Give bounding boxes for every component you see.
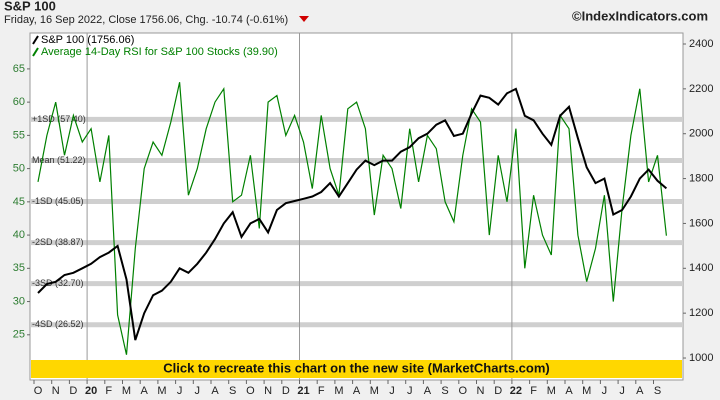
y2-tick-label: 1400 bbox=[689, 262, 713, 274]
y-tick-label: 45 bbox=[13, 196, 25, 208]
x-tick-label: 22 bbox=[510, 385, 522, 397]
x-tick-label: S bbox=[654, 385, 661, 397]
y2-tick-label: 1000 bbox=[689, 352, 713, 364]
x-tick-label: S bbox=[441, 385, 448, 397]
x-tick-label: J bbox=[389, 385, 395, 397]
x-tick-label: 21 bbox=[297, 385, 309, 397]
x-tick-label: N bbox=[264, 385, 272, 397]
x-tick-label: 20 bbox=[85, 385, 97, 397]
x-tick-label: M bbox=[370, 385, 379, 397]
legend-label: S&P 100 (1756.06) bbox=[41, 34, 134, 46]
series-line bbox=[37, 82, 667, 355]
band-label: -3SD (32.70) bbox=[32, 278, 84, 288]
x-tick-label: M bbox=[547, 385, 556, 397]
x-tick-label: A bbox=[424, 385, 432, 397]
y2-tick-label: 2200 bbox=[689, 83, 713, 95]
x-tick-label: A bbox=[211, 385, 219, 397]
x-tick-label: O bbox=[34, 385, 43, 397]
band-label: -2SD (38.87) bbox=[32, 237, 84, 247]
x-tick-label: A bbox=[141, 385, 149, 397]
band-label: Mean (51.22) bbox=[32, 155, 86, 165]
x-tick-label: M bbox=[157, 385, 166, 397]
x-tick-label: F bbox=[530, 385, 537, 397]
x-tick-label: M bbox=[334, 385, 343, 397]
y-tick-label: 25 bbox=[13, 329, 25, 341]
y2-tick-label: 2000 bbox=[689, 128, 713, 140]
x-tick-label: A bbox=[565, 385, 573, 397]
y-tick-label: 55 bbox=[13, 129, 25, 141]
x-tick-label: S bbox=[229, 385, 236, 397]
x-tick-label: F bbox=[105, 385, 112, 397]
watermark: ©IndexIndicators.com bbox=[572, 8, 708, 23]
y2-tick-label: 2400 bbox=[689, 38, 713, 50]
x-tick-label: D bbox=[282, 385, 290, 397]
down-arrow bbox=[299, 16, 309, 22]
y-tick-label: 35 bbox=[13, 262, 25, 274]
x-tick-label: N bbox=[52, 385, 60, 397]
legend-swatch bbox=[32, 47, 39, 57]
y-tick-label: 65 bbox=[13, 63, 25, 75]
y-tick-label: 60 bbox=[13, 96, 25, 108]
x-tick-label: J bbox=[177, 385, 183, 397]
x-tick-label: O bbox=[459, 385, 468, 397]
band-label: -4SD (26.52) bbox=[32, 319, 84, 329]
x-tick-label: A bbox=[353, 385, 361, 397]
x-tick-label: F bbox=[318, 385, 325, 397]
y2-tick-label: 1200 bbox=[689, 307, 713, 319]
x-tick-label: D bbox=[494, 385, 502, 397]
x-tick-label: M bbox=[582, 385, 591, 397]
x-tick-label: J bbox=[407, 385, 413, 397]
x-tick-label: M bbox=[122, 385, 131, 397]
y-tick-label: 30 bbox=[13, 295, 25, 307]
x-tick-label: J bbox=[602, 385, 608, 397]
y2-tick-label: 1600 bbox=[689, 217, 713, 229]
legend-swatch bbox=[32, 35, 39, 45]
band-label: -1SD (45.05) bbox=[32, 196, 84, 206]
plot-area bbox=[29, 32, 684, 381]
x-tick-label: N bbox=[477, 385, 485, 397]
x-tick-label: O bbox=[246, 385, 255, 397]
banner[interactable]: Click to recreate this chart on the new … bbox=[163, 360, 550, 375]
y-tick-label: 40 bbox=[13, 229, 25, 241]
y2-tick-label: 1800 bbox=[689, 172, 713, 184]
chart-title: S&P 100 bbox=[4, 0, 56, 13]
subtitle: Friday, 16 Sep 2022, Close 1756.06, Chg.… bbox=[4, 14, 288, 26]
x-tick-label: J bbox=[195, 385, 201, 397]
x-tick-label: J bbox=[619, 385, 625, 397]
series-line bbox=[37, 87, 668, 341]
x-tick-label: A bbox=[636, 385, 644, 397]
y-tick-label: 50 bbox=[13, 163, 25, 175]
banner-bg bbox=[31, 360, 682, 378]
x-tick-label: D bbox=[69, 385, 77, 397]
legend-label: Average 14-Day RSI for S&P 100 Stocks (3… bbox=[41, 46, 278, 58]
